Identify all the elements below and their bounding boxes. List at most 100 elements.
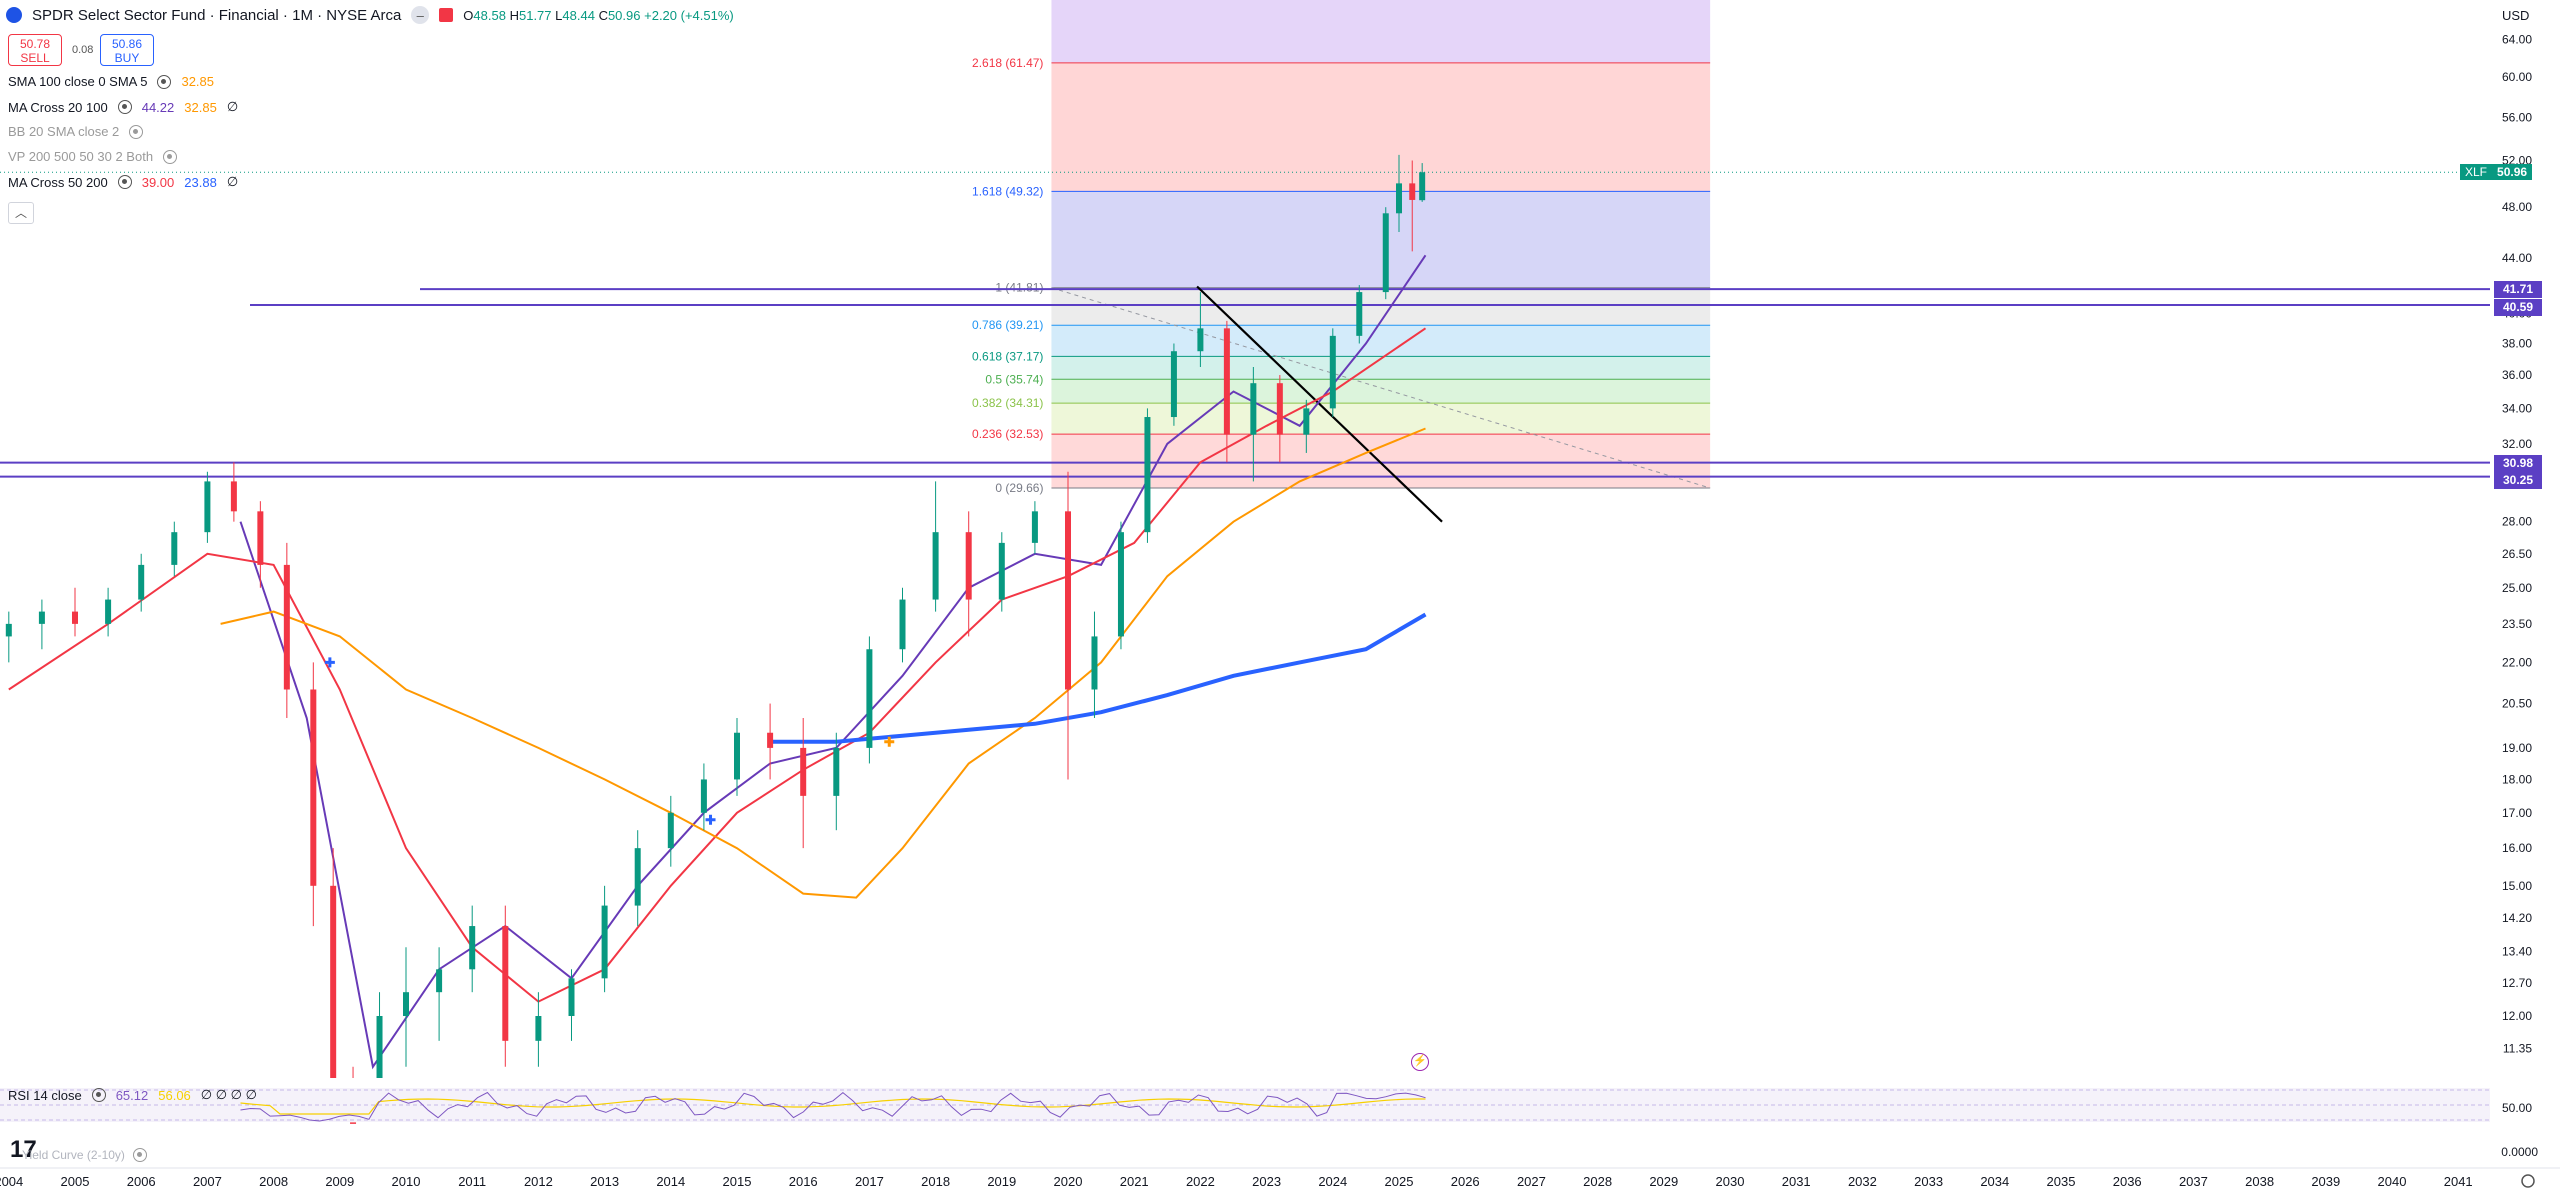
- candle-body[interactable]: [204, 481, 211, 533]
- candle-body[interactable]: [230, 481, 237, 512]
- fib-level-label: 0.236 (32.53): [972, 427, 1043, 441]
- candle-body[interactable]: [1396, 183, 1402, 214]
- price-tag-30-25: 30.25: [2494, 472, 2542, 489]
- fib-extension-zone[interactable]: 2.618 (61.47) 1.618 (49.32) 1 (41.81) 0.786…: [972, 0, 1711, 495]
- candle-body[interactable]: [350, 1122, 357, 1124]
- candle-body[interactable]: [1409, 183, 1416, 200]
- candle-body[interactable]: [38, 611, 45, 624]
- candle-body[interactable]: [1197, 328, 1204, 352]
- trendline[interactable]: [1196, 285, 1443, 523]
- price-tick-label: 32.00: [2502, 437, 2532, 451]
- lightning-icon[interactable]: ⚡: [1411, 1053, 1429, 1071]
- fib-band: [1051, 356, 1711, 380]
- candle-body[interactable]: [376, 1016, 383, 1078]
- time-tick-label: 2020: [1054, 1174, 1083, 1189]
- candle-body[interactable]: [502, 926, 509, 1041]
- candle-body[interactable]: [932, 532, 939, 600]
- time-tick-label: 2009: [325, 1174, 354, 1189]
- time-tick-label: 2029: [1649, 1174, 1678, 1189]
- price-tick-label: 52.00: [2502, 153, 2532, 167]
- fib-band: [1051, 62, 1711, 192]
- candle-body[interactable]: [283, 564, 290, 690]
- candle-body[interactable]: [1223, 328, 1230, 435]
- candle-body[interactable]: [310, 689, 317, 886]
- candle-body[interactable]: [1329, 335, 1336, 409]
- candle-body[interactable]: [899, 599, 906, 650]
- candle-body[interactable]: [257, 511, 264, 565]
- buy-button[interactable]: 50.86 BUY: [100, 34, 154, 66]
- rsi-pane[interactable]: 50.00 0.0000: [0, 1088, 2538, 1159]
- candle-body[interactable]: [833, 747, 840, 796]
- candle-body[interactable]: [1250, 383, 1257, 435]
- fib-level-label: 1.618 (49.32): [972, 184, 1043, 198]
- candle-body[interactable]: [1117, 532, 1124, 637]
- time-tick-label: 2039: [2311, 1174, 2340, 1189]
- candle-body[interactable]: [1419, 172, 1426, 201]
- price-tag-41-71: 41.71: [2494, 281, 2542, 298]
- candle-body[interactable]: [965, 532, 972, 600]
- indicator-row-0[interactable]: SMA 100 close 0 SMA 5 32.85: [8, 74, 214, 89]
- settings-icon[interactable]: [91, 1088, 106, 1102]
- candle-body[interactable]: [601, 905, 608, 979]
- candle-body[interactable]: [105, 599, 112, 624]
- candle-body[interactable]: [998, 542, 1005, 600]
- eye-hidden-icon[interactable]: [163, 149, 178, 164]
- gear-icon[interactable]: [2521, 1174, 2535, 1188]
- indicator-row-3[interactable]: VP 200 500 50 30 2 Both: [8, 149, 178, 164]
- tradingview-logo[interactable]: 17: [10, 1136, 37, 1163]
- candle-body[interactable]: [436, 969, 443, 993]
- candle-body[interactable]: [1170, 351, 1177, 418]
- time-tick-label: 2036: [2113, 1174, 2142, 1189]
- more-icon[interactable]: –: [411, 6, 430, 24]
- candle-body[interactable]: [330, 885, 337, 1078]
- candle-body[interactable]: [1303, 408, 1310, 435]
- sell-button[interactable]: 50.78 SELL: [8, 34, 62, 66]
- candle-body[interactable]: [1091, 636, 1098, 690]
- settings-icon[interactable]: [117, 100, 132, 114]
- candle-body[interactable]: [800, 747, 807, 796]
- indicator-row-2[interactable]: BB 20 SMA close 2: [8, 124, 144, 139]
- rsi-legend: RSI 14 close 65.12 56.06 ∅ ∅ ∅ ∅: [8, 1087, 257, 1103]
- trendlines[interactable]: [1196, 285, 1443, 523]
- horizontal-lines[interactable]: [0, 171, 2490, 478]
- candle-body[interactable]: [72, 611, 78, 624]
- time-axis[interactable]: 2004 2005 2006 2007 2008 2009 2010 2011 2012 2013…: [0, 1167, 2560, 1189]
- candle-body[interactable]: [767, 732, 774, 748]
- candle-body[interactable]: [700, 779, 707, 813]
- candles[interactable]: [5, 154, 1426, 1124]
- currency-label[interactable]: USD: [2502, 8, 2530, 23]
- time-tick-label: 2027: [1517, 1174, 1546, 1189]
- settings-icon[interactable]: [117, 175, 132, 189]
- candle-body[interactable]: [866, 649, 873, 748]
- fib-level-label: 0.5 (35.74): [985, 372, 1043, 386]
- candle-body[interactable]: [1065, 511, 1071, 690]
- candle-body[interactable]: [1356, 292, 1363, 336]
- symbol-title[interactable]: SPDR Select Sector Fund · Financial · 1M…: [32, 6, 402, 24]
- indicator-row-1[interactable]: MA Cross 20 100 44.22 32.85 ∅: [8, 99, 238, 115]
- candle-body[interactable]: [634, 848, 641, 906]
- candle-body[interactable]: [5, 623, 12, 637]
- candle-body[interactable]: [1382, 213, 1389, 293]
- candle-body[interactable]: [535, 1016, 542, 1041]
- candle-body[interactable]: [138, 564, 145, 600]
- candle-body[interactable]: [1031, 511, 1038, 543]
- candle-body[interactable]: [1276, 383, 1283, 435]
- indicator-row-4[interactable]: MA Cross 50 200 39.00 23.88 ∅: [8, 174, 238, 190]
- eye-hidden-icon[interactable]: [132, 1148, 147, 1162]
- candle-body[interactable]: [403, 992, 409, 1016]
- candle-body[interactable]: [1144, 417, 1151, 533]
- collapse-legend-button[interactable]: ︿: [8, 202, 34, 224]
- time-tick-label: 2033: [1914, 1174, 1943, 1189]
- price-tick-label: 34.00: [2502, 401, 2532, 415]
- candle-body[interactable]: [171, 532, 178, 565]
- price-axis[interactable]: 64.0060.0056.0052.0048.0044.0040.0038.00…: [2502, 32, 2532, 1055]
- ma-line-ma-200: [770, 612, 1427, 744]
- candle-body[interactable]: [734, 732, 740, 780]
- candle-body[interactable]: [469, 926, 476, 970]
- eye-hidden-icon[interactable]: [129, 124, 144, 139]
- time-tick-label: 2040: [2378, 1174, 2407, 1189]
- candle-body[interactable]: [667, 812, 674, 849]
- candle-body[interactable]: [568, 978, 575, 1016]
- settings-icon[interactable]: [157, 74, 172, 89]
